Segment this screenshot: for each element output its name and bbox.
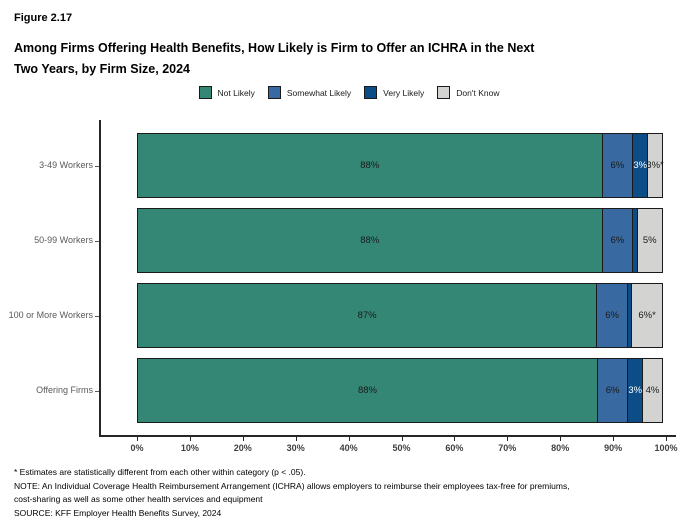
legend-swatch-very-likely: [364, 86, 378, 99]
bar-segment-label: 6%: [610, 235, 625, 246]
bar-segment-label: 87%: [357, 310, 377, 321]
bar-segment-label: 88%: [360, 235, 380, 246]
x-axis-tick-label: 20%: [233, 443, 252, 453]
footnotes: * Estimates are statistically different …: [14, 466, 570, 520]
x-axis-tick-mark: [454, 437, 456, 441]
bar-segment-label: 3%: [633, 160, 648, 171]
y-axis-label-offering-firms: Offering Firms: [36, 384, 93, 395]
legend-swatch-somewhat-likely: [267, 86, 281, 99]
bar-segment-don-t-know: 5%: [636, 208, 663, 273]
bar-segment-label: 6%: [605, 310, 619, 321]
x-axis-tick-mark: [348, 437, 350, 441]
y-axis-tick: [95, 240, 99, 242]
y-axis-label-100-or-more-workers: 100 or More Workers: [8, 309, 93, 320]
bar-segment-label: 88%: [360, 160, 380, 171]
bar-segment-label: 6%: [610, 160, 625, 171]
x-axis-tick-label: 60%: [445, 443, 464, 453]
bar-segment-not-likely: 87%: [137, 283, 598, 348]
x-axis-tick-mark: [295, 437, 297, 441]
figure-title-line2: Two Years, by Firm Size, 2024: [14, 62, 191, 76]
bar-segment-not-likely: 88%: [137, 358, 598, 423]
x-axis-tick-mark: [666, 437, 667, 441]
legend-label: Not Likely: [217, 87, 255, 98]
x-axis-tick-mark: [137, 437, 138, 441]
legend-item-somewhat-likely: Somewhat Likely: [267, 86, 352, 99]
bar-segment-label: 6%*: [638, 310, 656, 321]
y-axis-tick: [95, 165, 99, 167]
bar-segment-somewhat-likely: 6%: [596, 283, 628, 348]
bar-row-3-49-workers: 88% 6% 3% 3%*: [137, 133, 666, 198]
y-axis-label-3-49-workers: 3-49 Workers: [39, 159, 93, 170]
bar-segment-label: 6%: [605, 385, 620, 396]
figure-title: Among Firms Offering Health Benefits, Ho…: [14, 38, 534, 80]
bar-row-50-99-workers: 88% 6% 5%: [137, 208, 666, 273]
bar-segment-label: 3%: [628, 385, 643, 396]
bar-segment-label: 88%: [357, 385, 377, 396]
y-axis-tick: [95, 315, 99, 317]
bar-segment-don-t-know: 3%*: [646, 133, 664, 198]
legend-item-don-t-know: Don't Know: [437, 86, 499, 99]
legend-label: Don't Know: [456, 87, 500, 98]
footnote-significance: * Estimates are statistically different …: [14, 467, 306, 477]
footnote-note-line1: NOTE: An Individual Coverage Health Reim…: [14, 480, 570, 491]
x-axis-tick-mark: [560, 437, 562, 441]
x-axis-tick-mark: [242, 437, 244, 441]
bar-segment-label: 5%: [642, 235, 657, 246]
legend-label: Somewhat Likely: [286, 87, 352, 98]
bar-segment-somewhat-likely: 6%: [601, 208, 634, 273]
bar-segment-label: 4%: [645, 385, 660, 396]
bar-row-offering-firms: 88% 6% 3% 4%: [137, 358, 666, 423]
bar-segment-don-t-know: 6%*: [631, 283, 663, 348]
legend: Not Likely Somewhat Likely Very Likely Don'…: [0, 86, 698, 99]
x-axis-tick-label: 70%: [498, 443, 517, 453]
x-axis-tick-label: 80%: [551, 443, 570, 453]
x-axis-line: [99, 435, 676, 437]
figure-number: Figure 2.17: [14, 12, 73, 24]
legend-item-not-likely: Not Likely: [198, 86, 255, 99]
legend-swatch-don-t-know: [437, 86, 451, 99]
bar-segment-not-likely: 88%: [137, 133, 603, 198]
bar-row-100-or-more-workers: 87% 6% 6%*: [137, 283, 666, 348]
figure-title-line1: Among Firms Offering Health Benefits, Ho…: [14, 41, 535, 55]
bar-segment-somewhat-likely: 6%: [601, 133, 634, 198]
y-axis-tick: [95, 390, 99, 392]
chart-area: 88% 6% 3% 3%* 88% 6% 5% 87% 6% 6%* 88% 6% 3% 4% 3-49 …: [0, 120, 698, 437]
y-axis-label-50-99-workers: 50-99 Workers: [34, 234, 93, 245]
x-axis-tick-label: 100%: [654, 443, 678, 453]
x-axis-tick-label: 0%: [130, 443, 144, 453]
bars-container: 88% 6% 3% 3%* 88% 6% 5% 87% 6% 6%* 88% 6% 3% 4%: [137, 133, 666, 433]
x-axis-tick-mark: [507, 437, 509, 441]
legend-swatch-not-likely: [198, 86, 212, 99]
legend-label: Very Likely: [383, 87, 425, 98]
bar-segment-somewhat-likely: 6%: [596, 358, 629, 423]
x-axis-tick-mark: [613, 437, 615, 441]
footnote-source: SOURCE: KFF Employer Health Benefits Sur…: [14, 507, 222, 518]
bar-segment-don-t-know: 4%: [642, 358, 663, 423]
bar-segment-very-likely: 3%: [627, 358, 644, 423]
legend-item-very-likely: Very Likely: [364, 86, 424, 99]
x-axis-tick-mark: [189, 437, 191, 441]
bar-segment-label: 3%*: [646, 160, 664, 171]
y-axis-line: [99, 120, 101, 437]
x-axis-tick-label: 30%: [286, 443, 305, 453]
bar-segment-not-likely: 88%: [137, 208, 603, 273]
x-axis-tick-label: 40%: [339, 443, 358, 453]
footnote-note-line2: cost-sharing as well as some other healt…: [14, 494, 263, 504]
x-axis-tick-mark: [401, 437, 403, 441]
x-axis-tick-label: 90%: [604, 443, 623, 453]
x-axis-tick-label: 10%: [180, 443, 199, 453]
x-axis-tick-label: 50%: [392, 443, 411, 453]
